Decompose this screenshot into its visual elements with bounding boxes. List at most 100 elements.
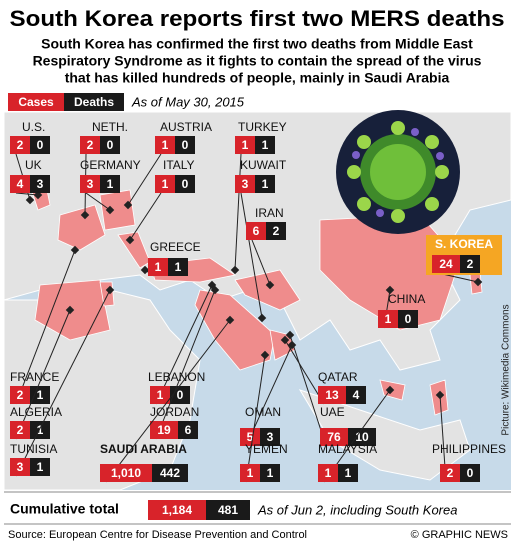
deaths-box (30, 386, 50, 404)
cases-box (10, 421, 30, 439)
connector (127, 153, 162, 206)
country-name: TURKEY (238, 120, 287, 134)
cases-box (10, 458, 30, 476)
virus-image (336, 110, 460, 234)
deaths-box (255, 136, 275, 154)
country-name: MALAYSIA (318, 442, 377, 456)
anchor-dot (125, 235, 135, 245)
cases-box (80, 175, 100, 193)
cases-box (155, 136, 175, 154)
country-name: GREECE (150, 240, 201, 254)
cases-value: 1 (325, 466, 332, 480)
total-deaths: 481 (218, 503, 238, 517)
cases-value: 1 (162, 138, 169, 152)
anchor-dot (435, 390, 445, 400)
country-name: TUNISIA (10, 442, 57, 456)
cases-box (432, 255, 460, 273)
cases-box (318, 464, 338, 482)
country-name: YEMEN (245, 442, 288, 456)
total-note: As of Jun 2, including South Korea (257, 502, 457, 517)
cases-box (378, 310, 398, 328)
connector (155, 284, 213, 405)
anchor-dot (230, 265, 240, 275)
country-name: ITALY (163, 158, 195, 172)
deaths-box (460, 464, 480, 482)
deaths-box (460, 255, 480, 273)
deaths-box (152, 464, 188, 482)
connector (15, 309, 71, 440)
deaths-value: 2 (273, 224, 280, 238)
deaths-box (178, 421, 198, 439)
connector (240, 192, 263, 319)
cases-value: 6 (253, 224, 260, 238)
deaths-value: 442 (160, 466, 180, 480)
cases-box (100, 464, 152, 482)
anchor-dot (80, 210, 90, 220)
country-name: UAE (320, 405, 345, 419)
cases-box (240, 464, 260, 482)
highlight-label (426, 235, 502, 253)
cases-value: 1 (385, 312, 392, 326)
deaths-value: 6 (185, 423, 192, 437)
connector (155, 289, 216, 440)
deaths-box (260, 464, 280, 482)
deaths-value: 1 (262, 177, 269, 191)
anchor-dot (70, 245, 80, 255)
cases-value: 3 (87, 177, 94, 191)
cases-value: 1,010 (111, 466, 141, 480)
deaths-value: 0 (467, 466, 474, 480)
country-name: SAUDI ARABIA (100, 442, 187, 456)
country-name: QATAR (318, 370, 358, 384)
deaths-value: 1 (37, 388, 44, 402)
country-name: IRAN (255, 206, 284, 220)
deaths-box (338, 464, 358, 482)
subtitle-line: that has killed hundreds of people, main… (65, 70, 450, 86)
deaths-value: 4 (353, 388, 360, 402)
deaths-box (30, 175, 50, 193)
connector (105, 319, 231, 483)
deaths-value: 1 (107, 177, 114, 191)
cases-value: 2 (17, 138, 24, 152)
deaths-value: 3 (267, 430, 274, 444)
anchor-dot (257, 313, 267, 323)
deaths-value: 0 (177, 388, 184, 402)
cases-box (235, 136, 255, 154)
deaths-box (266, 222, 286, 240)
cases-value: 3 (242, 177, 249, 191)
deaths-value: 1 (175, 260, 182, 274)
cases-value: 1 (242, 138, 249, 152)
cases-value: 4 (17, 177, 24, 191)
anchor-dot (385, 385, 395, 395)
cases-value: 2 (17, 388, 24, 402)
deaths-value: 1 (37, 423, 44, 437)
subtitle-line: South Korea has confirmed the first two … (41, 36, 473, 52)
legend-swatch (64, 93, 124, 111)
cases-box (320, 428, 348, 446)
deaths-box (175, 136, 195, 154)
cases-box (10, 175, 30, 193)
cases-value: 19 (157, 423, 171, 437)
subtitle-line: Respiratory Syndrome as it fights to con… (33, 53, 482, 69)
country-name: OMAN (245, 405, 281, 419)
anchor-dot (123, 200, 133, 210)
anchor-dot (225, 315, 235, 325)
deaths-value: 1 (262, 138, 269, 152)
deaths-box (30, 458, 50, 476)
deaths-value: 1 (267, 466, 274, 480)
cases-value: 1 (157, 388, 164, 402)
total-label: Cumulative total (10, 501, 119, 517)
deaths-value: 1 (345, 466, 352, 480)
cases-box (240, 428, 260, 446)
anchor-dot (285, 330, 295, 340)
cases-box (10, 386, 30, 404)
country-name: ALGERIA (10, 405, 62, 419)
connector (251, 239, 271, 286)
deaths-value: 3 (37, 177, 44, 191)
deaths-box (260, 428, 280, 446)
deaths-box (255, 175, 275, 193)
legend-cases: Cases (18, 95, 54, 109)
cases-box (150, 386, 170, 404)
deaths-box (168, 258, 188, 276)
